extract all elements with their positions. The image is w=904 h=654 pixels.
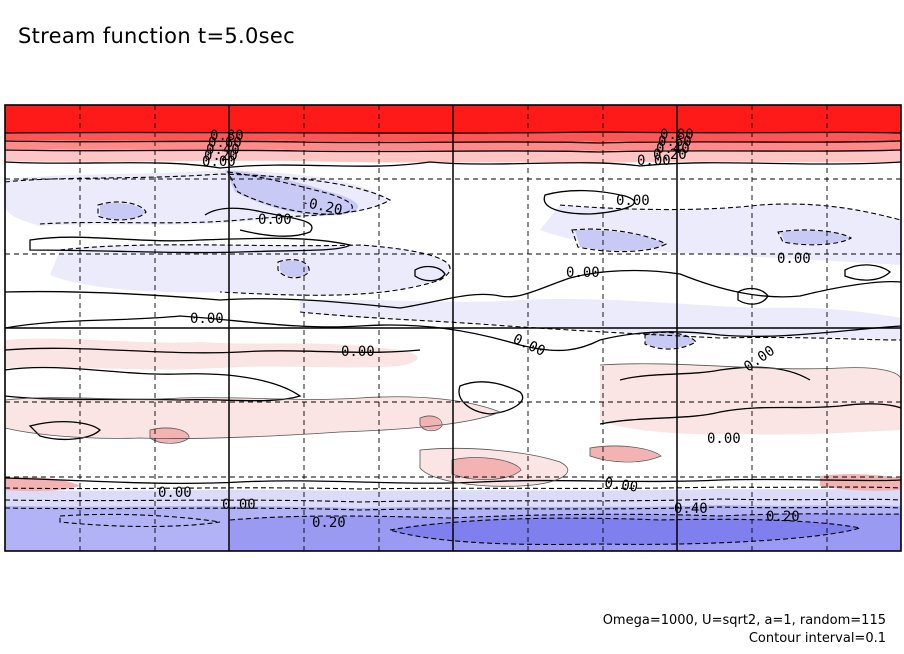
positive-patch-8	[590, 446, 660, 462]
contour-label: 0.20	[653, 147, 687, 163]
zero-contour-k	[458, 381, 524, 415]
solid-contours	[5, 131, 901, 484]
contour-label: 0.40	[656, 141, 690, 157]
chart-title: Stream function t=5.0sec	[18, 24, 295, 48]
contour-label: 0.00	[566, 265, 600, 281]
contour-label: 0.00	[341, 344, 375, 360]
parameters-note: Omega=1000, U=sqrt2, a=1, random=115	[602, 613, 886, 628]
positive-patch-7	[452, 458, 520, 479]
zero-contour-h	[5, 366, 302, 402]
pos-contour-c	[419, 415, 443, 432]
positive-patch-2	[5, 396, 500, 439]
zero-contour-c	[543, 189, 635, 215]
top-contour-2	[5, 140, 901, 144]
pos-contour-b	[149, 427, 190, 444]
contour-label: 0.00	[190, 311, 224, 327]
bottom-negative-core	[390, 518, 860, 545]
solid-grid	[5, 105, 901, 551]
top-zero-contour	[5, 161, 901, 169]
zero-contour-d	[414, 265, 446, 282]
contour-interval-note: Contour interval=0.1	[748, 631, 886, 646]
zero-contour-n	[737, 287, 769, 305]
pos-contour-d	[451, 457, 522, 481]
negative-patch-4	[50, 244, 451, 296]
contour-label: 0.00	[637, 153, 671, 169]
negative-patch-7	[575, 229, 665, 251]
zero-contour-i	[28, 421, 101, 440]
negative-patch-5	[280, 260, 309, 278]
contour-label: 0.20	[312, 515, 346, 531]
zero-contour-l	[619, 366, 811, 381]
top-contour-1	[5, 131, 901, 134]
neg-contour-f	[571, 228, 668, 253]
neg-contour-g	[777, 229, 853, 246]
zero-contour-g	[5, 347, 421, 354]
neg-contour-h	[299, 311, 901, 341]
pos-contour-a	[5, 396, 502, 439]
zero-contour-a	[204, 207, 313, 237]
neg-contour-i	[5, 486, 901, 490]
zero-contour-m	[5, 477, 901, 484]
contour-label: 0.00	[258, 212, 292, 228]
contour-label: 0.00	[202, 154, 236, 170]
negative-patch-8	[780, 230, 850, 245]
contour-label: 0.60	[208, 135, 242, 151]
contour-label: 0.40	[674, 501, 708, 517]
contour-label: 0.80	[210, 128, 244, 144]
top-contour-3	[5, 149, 901, 153]
negative-patch-2	[225, 170, 359, 216]
contour-field: 0.80 0.60 0.40 0.20 0.00 0.80 0.60 0.40 …	[5, 105, 901, 551]
neg-contour-b	[227, 171, 353, 215]
zero-contour-f	[5, 315, 901, 352]
neg-contour-m	[59, 513, 221, 528]
zero-contour-o	[844, 264, 891, 281]
positive-contours	[5, 363, 901, 487]
pos-contour-f	[599, 363, 901, 381]
zero-contour-j	[599, 403, 901, 425]
negative-patch-6	[540, 203, 901, 265]
plot-frame	[4, 104, 902, 552]
neg-contour-e	[559, 203, 901, 221]
contour-label: 0.60	[658, 134, 692, 150]
contour-label: 0.00	[616, 193, 650, 209]
negative-patch-3	[100, 202, 145, 220]
positive-patch-1	[5, 338, 418, 370]
neg-contour-o	[644, 331, 697, 350]
contour-label: 0.20	[766, 509, 800, 525]
negative-patch-9	[300, 298, 901, 340]
neg-contour-j	[5, 498, 901, 503]
negative-patch-10	[645, 332, 695, 349]
neg-contour-d	[59, 244, 451, 296]
zero-contour-e	[5, 269, 901, 309]
contour-label: 0.00	[603, 475, 639, 496]
pos-contour-e	[419, 447, 569, 487]
contour-label: 0.00	[222, 497, 256, 513]
neg-contour-a	[5, 173, 392, 225]
neg-contour-l	[229, 513, 901, 521]
positive-patch-3	[150, 428, 189, 443]
neg-contour-p	[277, 259, 310, 279]
neg-contour-c	[97, 201, 147, 221]
contour-label: 0.00	[707, 431, 741, 447]
contour-label: 0.00	[158, 485, 192, 501]
contour-label: 0.00	[777, 251, 811, 267]
contour-label: 0.20	[204, 148, 238, 164]
dashed-grid	[5, 105, 901, 551]
contour-label: 0.40	[206, 142, 240, 158]
neg-contour-k	[5, 506, 901, 511]
contour-label: 0.80	[660, 127, 694, 143]
dashed-contours	[5, 171, 901, 546]
